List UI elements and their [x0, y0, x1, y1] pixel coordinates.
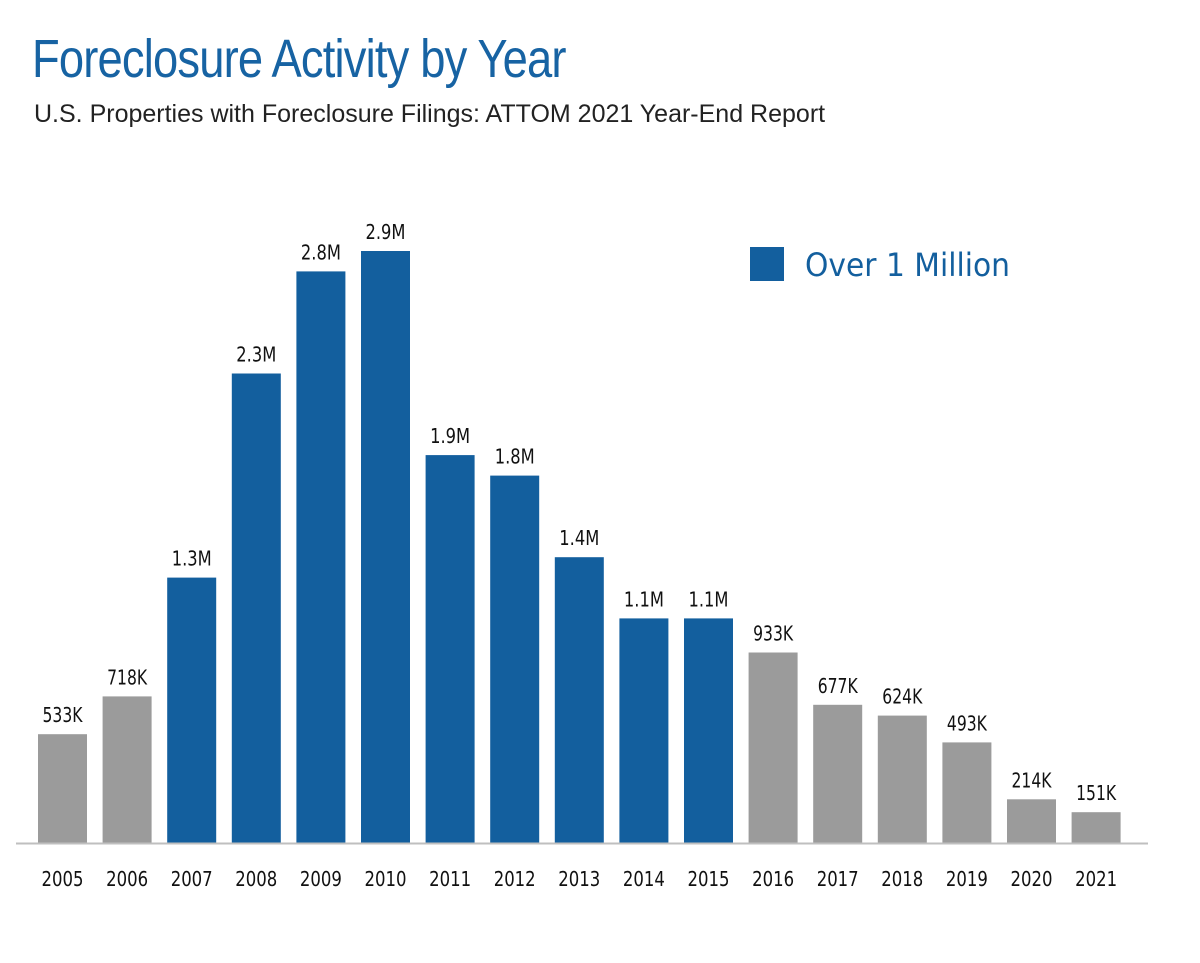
data-label-2020: 214K — [1012, 768, 1053, 792]
data-label-2021: 151K — [1076, 781, 1117, 805]
legend: Over 1 Million — [750, 246, 1010, 284]
bar-2007 — [167, 577, 217, 843]
data-label-2010: 2.9M — [366, 220, 406, 244]
data-label-2011: 1.9M — [430, 424, 470, 448]
data-label-2019: 493K — [947, 711, 988, 735]
bar-2013 — [554, 557, 604, 843]
data-label-2006: 718K — [107, 665, 148, 689]
x-tick-label-2013: 2013 — [558, 867, 600, 891]
x-tick-label-2017: 2017 — [817, 867, 859, 891]
legend-label: Over 1 Million — [805, 246, 1010, 284]
bar-2006 — [102, 696, 152, 843]
data-label-2017: 677K — [818, 674, 859, 698]
x-tick-label-2009: 2009 — [300, 867, 342, 891]
bar-2018 — [877, 715, 927, 843]
bar-2005 — [38, 734, 87, 843]
chart-title: Foreclosure Activity by Year — [32, 29, 567, 89]
x-tick-label-2021: 2021 — [1075, 867, 1117, 891]
data-label-2015: 1.1M — [689, 587, 729, 611]
x-tick-label-2006: 2006 — [106, 867, 148, 891]
bar-2008 — [231, 373, 281, 843]
bar-2019 — [942, 742, 992, 843]
chart-subtitle: U.S. Properties with Foreclosure Filings… — [34, 100, 826, 128]
data-label-2008: 2.3M — [236, 343, 276, 367]
x-tick-label-2012: 2012 — [494, 867, 536, 891]
bar-2011 — [425, 455, 475, 843]
bar-2016 — [748, 652, 798, 843]
x-tick-label-2005: 2005 — [42, 867, 84, 891]
data-label-2013: 1.4M — [559, 526, 599, 550]
bar-2012 — [490, 475, 540, 843]
x-tick-label-2019: 2019 — [946, 867, 988, 891]
x-tick-label-2007: 2007 — [171, 867, 213, 891]
x-tick-label-2018: 2018 — [881, 867, 923, 891]
legend-swatch — [750, 247, 784, 281]
data-label-2012: 1.8M — [495, 445, 535, 469]
x-tick-label-2014: 2014 — [623, 867, 665, 891]
bars-group: 533K 2005 718K 2006 1.3M 2007 2.3M 2008 2.8M 2009… — [38, 220, 1121, 891]
data-label-2007: 1.3M — [172, 547, 212, 571]
data-label-2016: 933K — [753, 622, 794, 646]
x-tick-label-2010: 2010 — [365, 867, 407, 891]
bar-2009 — [296, 271, 346, 843]
x-tick-label-2011: 2011 — [429, 867, 471, 891]
data-label-2014: 1.1M — [624, 587, 664, 611]
x-tick-label-2008: 2008 — [235, 867, 277, 891]
bar-2010 — [361, 251, 410, 843]
x-tick-label-2016: 2016 — [752, 867, 794, 891]
data-label-2005: 533K — [43, 703, 84, 727]
data-label-2018: 624K — [882, 685, 923, 709]
bar-2015 — [684, 618, 733, 843]
bar-2017 — [813, 704, 863, 843]
data-label-2009: 2.8M — [301, 240, 341, 264]
x-tick-label-2020: 2020 — [1011, 867, 1053, 891]
bar-2021 — [1071, 812, 1121, 843]
bar-2014 — [619, 618, 669, 843]
bar-2020 — [1007, 799, 1056, 843]
x-tick-label-2015: 2015 — [688, 867, 730, 891]
